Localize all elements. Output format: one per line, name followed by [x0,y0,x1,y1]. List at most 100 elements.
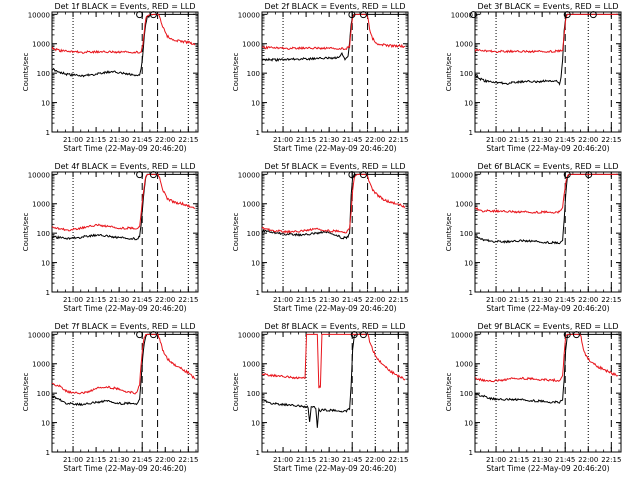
x-tick-label: 21:30 [109,456,129,464]
y-tick-label: 1000 [32,41,50,49]
y-tick-label: 1 [256,449,260,457]
y-tick-label: 10 [41,420,50,428]
y-tick-label: 10 [464,420,473,428]
y-tick-label: 10000 [28,11,50,19]
saturation-marker [589,11,597,19]
series-lld-line [52,333,196,395]
x-tick-label: 21:00 [63,456,83,464]
panel-2: Det 2f BLACK = Events, RED = LLD 1 10 100 10… [232,2,409,153]
x-tick-label: 22:00 [578,456,598,464]
x-axis-label: Start Time (22-May-09 20:46:20) [63,144,186,153]
y-axis-label: Counts/sec [232,213,240,252]
y-tick-label: 1000 [242,41,260,49]
data-layer [475,333,619,404]
x-axis-label: Start Time (22-May-09 20:46:20) [486,464,609,473]
plot-frame [474,11,622,133]
y-tick-label: 1000 [455,41,473,49]
y-tick-label: 1 [256,129,260,137]
x-tick-label: 22:15 [178,296,198,304]
y-tick-label: 10 [41,100,50,108]
y-axis-label: Counts/sec [445,53,453,92]
x-tick-label: 21:30 [319,296,339,304]
series-lld-line [475,13,618,54]
series-lld-line [262,173,406,234]
y-axis-label: Counts/sec [22,53,30,92]
x-tick-label: 22:00 [578,296,598,304]
y-tick-label: 10 [251,420,260,428]
y-tick-label: 1 [256,289,260,297]
y-tick-label: 10000 [238,331,260,339]
y-tick-label: 1 [469,289,473,297]
y-tick-label: 1000 [455,201,473,209]
series-events-line [262,333,405,428]
y-tick-label: 10000 [238,171,260,179]
y-tick-label: 10 [251,260,260,268]
y-tick-label: 100 [37,70,50,78]
saturation-marker [563,11,571,19]
saturation-marker [359,171,367,179]
series-events-line [475,333,618,404]
y-tick-label: 1000 [455,361,473,369]
series-events-line [52,333,195,407]
panel-title: Det 6f BLACK = Events, RED = LLD [477,162,618,171]
x-tick-label: 22:15 [178,136,198,144]
x-tick-label: 22:15 [388,136,408,144]
y-tick-label: 1000 [32,361,50,369]
panel-title: Det 7f BLACK = Events, RED = LLD [54,322,195,331]
plot-frame [261,11,409,133]
saturation-marker [348,171,356,179]
x-tick-label: 21:45 [555,296,575,304]
y-tick-label: 1 [469,449,473,457]
y-tick-label: 100 [37,390,50,398]
y-tick-label: 1 [46,449,50,457]
saturation-marker [563,331,571,339]
y-axis-label: Counts/sec [445,373,453,412]
x-tick-label: 21:15 [86,136,106,144]
x-tick-label: 21:30 [109,296,129,304]
y-tick-label: 10000 [451,171,473,179]
panel-title: Det 8f BLACK = Events, RED = LLD [264,322,405,331]
series-events-line [52,13,195,78]
series-lld-line [262,13,406,51]
series-lld-line [475,173,618,214]
saturation-marker [572,331,580,339]
x-tick-label: 22:00 [155,456,175,464]
x-tick-label: 21:30 [532,136,552,144]
x-tick-label: 21:45 [342,136,362,144]
y-axis-label: Counts/sec [232,53,240,92]
x-axis-label: Start Time (22-May-09 20:46:20) [486,304,609,313]
panel-title: Det 3f BLACK = Events, RED = LLD [477,2,618,11]
panel-6: Det 6f BLACK = Events, RED = LLD 1 10 100 10… [445,162,622,313]
x-axis-label: Start Time (22-May-09 20:46:20) [63,304,186,313]
x-tick-label: 21:00 [273,136,293,144]
saturation-marker [136,331,144,339]
x-tick-label: 21:00 [486,456,506,464]
y-tick-label: 10 [251,100,260,108]
saturation-marker [136,11,144,19]
x-tick-label: 22:15 [388,296,408,304]
y-axis-label: Counts/sec [22,213,30,252]
y-tick-label: 100 [460,230,473,238]
y-axis-label: Counts/sec [232,373,240,412]
x-tick-label: 21:45 [342,296,362,304]
x-tick-label: 22:15 [601,136,621,144]
series-lld-line [262,333,406,389]
y-tick-label: 100 [460,70,473,78]
y-tick-label: 10 [464,100,473,108]
y-tick-label: 1000 [242,361,260,369]
series-lld-line [52,173,195,232]
panel-1: Det 1f BLACK = Events, RED = LLD 1 10 100 10… [22,2,199,153]
data-layer [52,13,196,78]
y-tick-label: 100 [247,390,260,398]
data-layer [262,173,406,240]
y-tick-label: 10000 [28,171,50,179]
data-layer [52,173,195,241]
data-layer [475,13,618,86]
y-tick-label: 1 [469,129,473,137]
x-tick-label: 21:15 [296,296,316,304]
x-tick-label: 21:45 [132,296,152,304]
x-tick-label: 21:45 [555,136,575,144]
x-axis-label: Start Time (22-May-09 20:46:20) [273,464,396,473]
